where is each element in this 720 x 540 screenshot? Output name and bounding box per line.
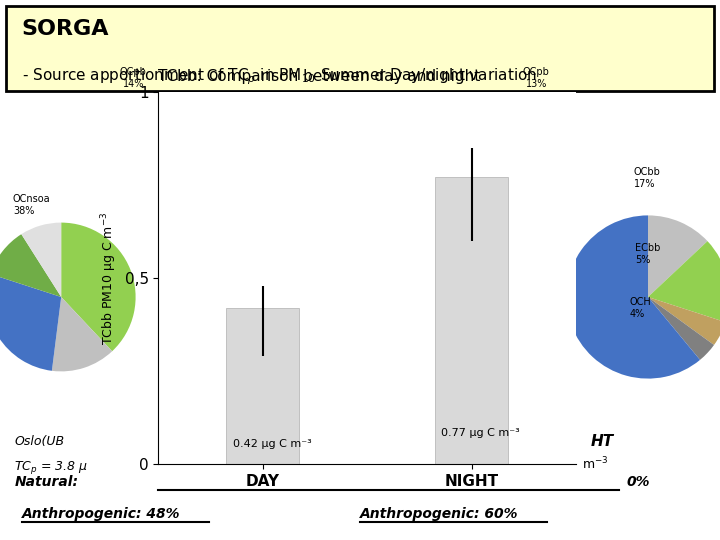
Text: Natural:: Natural: <box>14 475 78 489</box>
Text: Anthropogenic: 60%: Anthropogenic: 60% <box>360 508 518 522</box>
Bar <box>226 308 300 464</box>
Text: TCbb: Comparison between day and night: TCbb: Comparison between day and night <box>158 69 481 84</box>
Text: HT: HT <box>590 434 613 449</box>
Text: 0.77 μg C m⁻³: 0.77 μg C m⁻³ <box>441 428 520 438</box>
Wedge shape <box>648 241 720 322</box>
Wedge shape <box>61 222 135 351</box>
Text: OCpb
14%: OCpb 14% <box>120 67 147 89</box>
Text: 0%: 0% <box>626 475 650 489</box>
Text: OCbb
17%: OCbb 17% <box>634 167 660 189</box>
Text: m$^{-3}$: m$^{-3}$ <box>582 456 608 473</box>
Wedge shape <box>648 297 714 360</box>
Wedge shape <box>567 215 700 379</box>
Text: Anthropogenic: 48%: Anthropogenic: 48% <box>22 508 180 522</box>
Text: ECbb
5%: ECbb 5% <box>635 243 660 265</box>
Wedge shape <box>0 234 61 297</box>
Wedge shape <box>648 297 720 345</box>
Wedge shape <box>52 297 112 372</box>
Y-axis label: TCbb PM10 μg C m$^{-3}$: TCbb PM10 μg C m$^{-3}$ <box>99 211 119 345</box>
Wedge shape <box>22 222 61 297</box>
Wedge shape <box>648 215 708 297</box>
Wedge shape <box>0 274 61 371</box>
Text: OCnsoa
38%: OCnsoa 38% <box>13 194 50 216</box>
Bar <box>435 178 508 464</box>
Text: SORGA: SORGA <box>22 19 109 39</box>
Text: - Source apportionment of TC$_p$ in PM$_{10}$ Summer Day/night variation: - Source apportionment of TC$_p$ in PM$_… <box>22 66 536 87</box>
Text: OCpb
13%: OCpb 13% <box>523 67 550 89</box>
Text: 0.42 μg C m⁻³: 0.42 μg C m⁻³ <box>233 440 311 449</box>
FancyBboxPatch shape <box>6 6 714 91</box>
Text: OCH
4%: OCH 4% <box>630 297 652 319</box>
Text: TC$_p$ = 3.8 μ: TC$_p$ = 3.8 μ <box>14 459 89 476</box>
Text: Oslo(UB: Oslo(UB <box>14 435 65 449</box>
